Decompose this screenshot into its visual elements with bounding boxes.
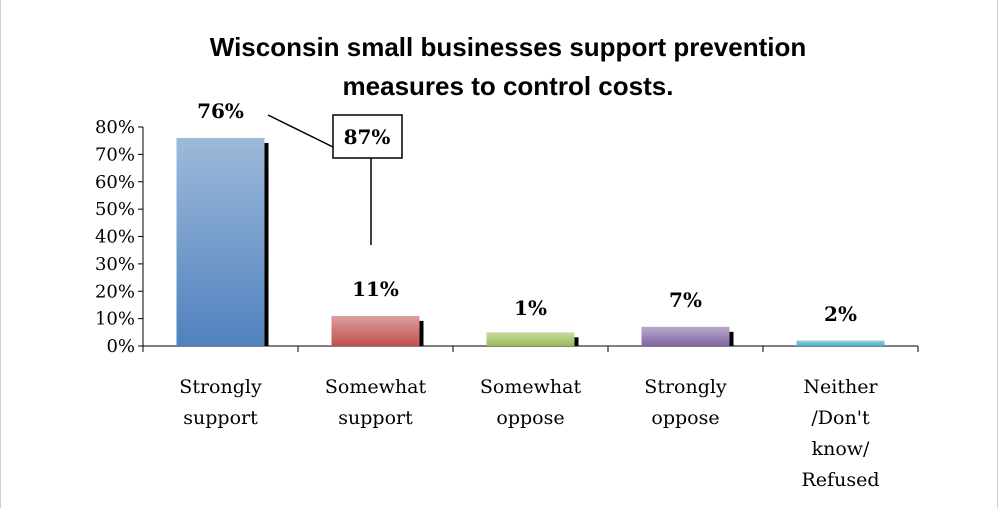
category-label: oppose [651, 407, 719, 429]
y-tick-label: 50% [95, 199, 135, 220]
bar-value-label: 2% [824, 302, 857, 326]
y-tick-label: 70% [95, 144, 135, 165]
y-tick-label: 20% [95, 281, 135, 302]
y-tick-label: 80% [95, 117, 135, 138]
category-label: Strongly [179, 376, 262, 398]
y-axis: 0% 10% 20% 30% 40% 50% 60% 70% 80% [95, 117, 144, 357]
callout-box [332, 114, 403, 159]
callout-label: 87% [344, 125, 391, 149]
bar [331, 315, 420, 346]
chart-title-line-2: measures to control costs. [343, 71, 674, 101]
category-label: Somewhat [325, 376, 427, 398]
y-tick-label: 40% [95, 227, 135, 248]
category-labels: Strongly support Somewhat support Somewhat op… [179, 376, 879, 491]
category-label: oppose [496, 407, 564, 429]
category-label: support [338, 407, 413, 429]
callout: 87% [267, 114, 403, 245]
bars [176, 137, 889, 346]
category-label: know/ [812, 438, 870, 460]
bar [796, 340, 885, 346]
chart-title-line-1: Wisconsin small businesses support preve… [210, 32, 806, 62]
category-label: Neither [803, 376, 878, 398]
bar [176, 137, 265, 346]
data-labels: 76% 11% 1% 7% 2% [197, 99, 857, 326]
x-axis [142, 345, 919, 352]
bar-value-label: 7% [669, 288, 702, 312]
category-label: Strongly [644, 376, 727, 398]
bar-value-label: 76% [197, 99, 244, 123]
y-tick-label: 0% [106, 336, 135, 357]
bar-value-label: 11% [352, 277, 399, 301]
y-tick-label: 10% [95, 309, 135, 330]
category-label: /Don't [811, 407, 870, 429]
category-label: Somewhat [480, 376, 582, 398]
bar-value-label: 1% [514, 296, 547, 320]
category-label: support [183, 407, 258, 429]
y-tick-label: 30% [95, 254, 135, 275]
y-tick-label: 60% [95, 172, 135, 193]
callout-leader-line [267, 114, 334, 148]
bar [641, 326, 730, 346]
category-label: Refused [802, 469, 880, 491]
bar [486, 332, 575, 346]
